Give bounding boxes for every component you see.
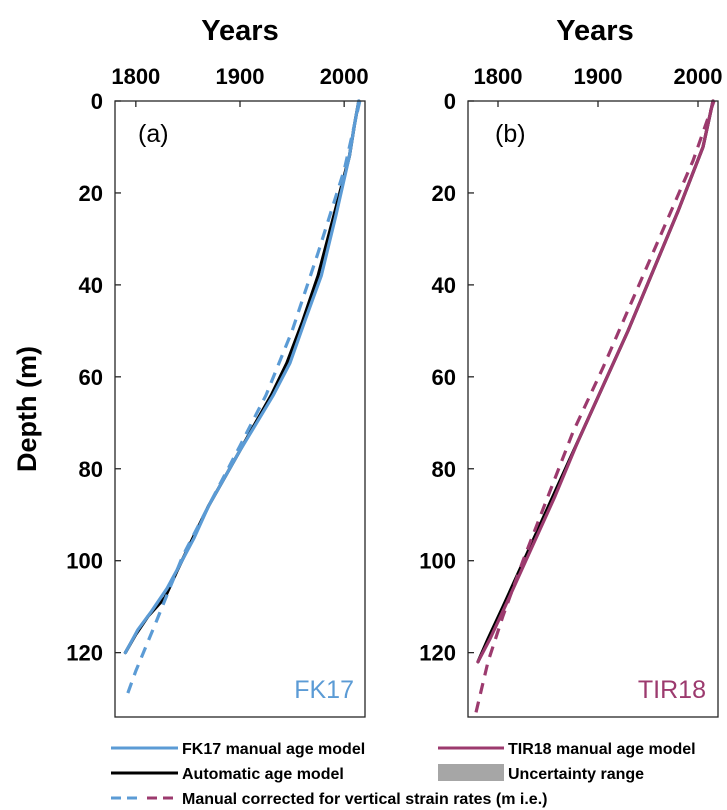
legend-label-fk17-manual: FK17 manual age model [182, 741, 365, 758]
corner-label-tir18: TIR18 [638, 676, 706, 704]
y-axis-title: Depth (m) [12, 346, 42, 472]
y-tick-label: 0 [91, 89, 103, 114]
y-tick-label: 80 [79, 457, 103, 482]
y-tick-labels-b: 0 20 40 60 80 100 120 [419, 89, 456, 666]
x-tick-label: 1900 [574, 64, 623, 89]
plot-frame-a [114, 100, 366, 718]
y-tick-label: 40 [432, 273, 456, 298]
y-tick-labels-a: 0 20 40 60 80 100 120 [66, 89, 103, 666]
x-axis-title-a: Years [201, 15, 278, 47]
tick-marks-b [468, 100, 699, 654]
y-tick-label: 100 [419, 549, 456, 574]
corrected-series-line [125, 100, 362, 695]
y-tick-label: 100 [66, 549, 103, 574]
y-tick-label: 120 [419, 641, 456, 666]
panel-label-b: (b) [495, 120, 526, 148]
x-axis-title-b: Years [556, 15, 633, 47]
tick-marks-a [115, 100, 345, 654]
legend-label-corrected: Manual corrected for vertical strain rat… [182, 791, 547, 808]
y-tick-label: 60 [432, 365, 456, 390]
x-tick-label: 1800 [111, 64, 160, 89]
corner-label-fk17: FK17 [294, 676, 354, 704]
legend-swatch-uncertainty [438, 764, 504, 781]
x-tick-label: 2000 [320, 64, 369, 89]
x-tick-labels-a: 1800 1900 2000 [111, 64, 368, 89]
x-tick-label: 2000 [674, 64, 723, 89]
x-tick-labels-b: 1800 1900 2000 [474, 64, 723, 89]
legend-label-uncertainty: Uncertainty range [508, 766, 644, 783]
panel-label-a: (a) [138, 120, 169, 148]
y-tick-label: 120 [66, 641, 103, 666]
y-tick-label: 60 [79, 365, 103, 390]
manual-series-line [123, 99, 361, 655]
x-tick-label: 1800 [474, 64, 523, 89]
y-tick-label: 80 [432, 457, 456, 482]
y-tick-label: 20 [432, 181, 456, 206]
legend-label-tir18-manual: TIR18 manual age model [508, 741, 696, 758]
series-group-a [123, 99, 362, 695]
legend-label-automatic: Automatic age model [182, 766, 344, 783]
panel-a: Years 1800 1900 2000 0 20 40 60 80 100 120 (a) F… [66, 15, 369, 718]
automatic-series-line [123, 99, 361, 655]
y-tick-label: 40 [79, 273, 103, 298]
manual-series-line [476, 99, 715, 664]
plot-frame-b [467, 100, 719, 718]
y-tick-label: 20 [79, 181, 103, 206]
corrected-series-line [474, 100, 716, 713]
panel-b: Years 1800 1900 2000 0 20 40 60 80 100 120 (b) T… [419, 15, 723, 718]
series-group-b [474, 99, 716, 713]
x-tick-label: 1900 [216, 64, 265, 89]
y-tick-label: 0 [444, 89, 456, 114]
legend: FK17 manual age model TIR18 manual age m… [111, 741, 696, 808]
